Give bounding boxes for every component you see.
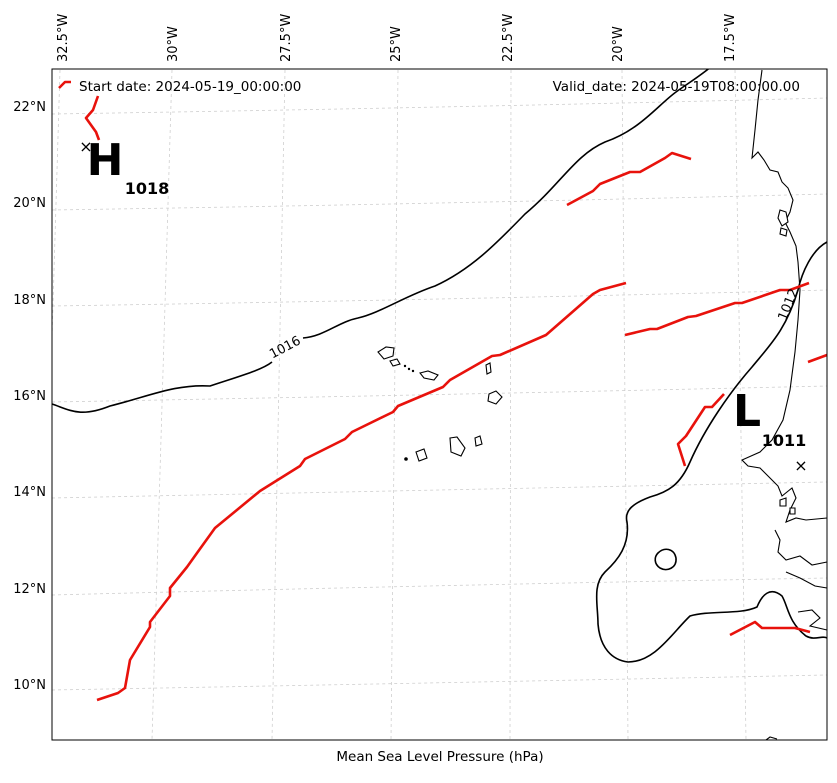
low-letter: L	[733, 386, 761, 437]
lat-tick: 18°N	[13, 293, 46, 308]
isobar-1016	[51, 65, 713, 413]
front-main	[96, 281, 627, 702]
cape-verde-islands	[377, 346, 503, 462]
lon-tick: 20°W	[611, 26, 626, 62]
lon-tick: 17.5°W	[723, 14, 738, 62]
front-far-east	[807, 353, 828, 364]
legend: Start date: 2024-05-19_00:00:00 Valid_da…	[58, 79, 800, 95]
map-frame	[51, 68, 828, 741]
front-south	[729, 620, 811, 637]
high-letter: H	[87, 135, 124, 186]
x-axis-label: Mean Sea Level Pressure (hPa)	[336, 749, 543, 765]
lon-tick: 25°W	[389, 26, 404, 62]
latitude-ticks: 22°N 20°N 18°N 16°N 14°N 12°N 10°N	[13, 100, 46, 693]
isobar-closed-loop	[654, 548, 677, 571]
graticule	[39, 69, 828, 741]
lat-tick: 22°N	[13, 100, 46, 115]
lon-tick: 27.5°W	[279, 14, 294, 62]
lon-tick: 32.5°W	[56, 14, 71, 62]
isobar-1012	[595, 241, 828, 663]
lon-tick: 22.5°W	[501, 14, 516, 62]
pressure-centers: × H 1018 × L 1011	[79, 135, 807, 475]
lat-tick: 12°N	[13, 582, 46, 597]
front-high-corner	[84, 95, 101, 141]
longitude-ticks: 32.5°W 30°W 27.5°W 25°W 22.5°W 20°W 17.5…	[56, 14, 738, 62]
low-center-marker: ×	[794, 456, 807, 475]
lat-tick: 10°N	[13, 678, 46, 693]
front-east	[624, 281, 810, 337]
front-short	[676, 393, 725, 467]
low-value: 1011	[762, 431, 807, 450]
lat-tick: 16°N	[13, 389, 46, 404]
front-north-1	[566, 151, 692, 207]
legend-front-icon	[58, 80, 71, 89]
africa-coastline	[741, 69, 828, 523]
high-value: 1018	[125, 179, 170, 198]
lon-tick: 30°W	[166, 26, 181, 62]
high-center-marker: ×	[79, 137, 92, 156]
isobars	[51, 65, 828, 663]
start-date-label: Start date: 2024-05-19_00:00:00	[79, 79, 301, 95]
contour-label-1016: 1016	[267, 334, 303, 363]
fronts	[84, 95, 828, 702]
coastline	[741, 69, 828, 741]
lat-tick: 14°N	[13, 485, 46, 500]
lat-tick: 20°N	[13, 196, 46, 211]
valid-date-label: Valid_date: 2024-05-19T08:00:00.00	[553, 79, 800, 95]
